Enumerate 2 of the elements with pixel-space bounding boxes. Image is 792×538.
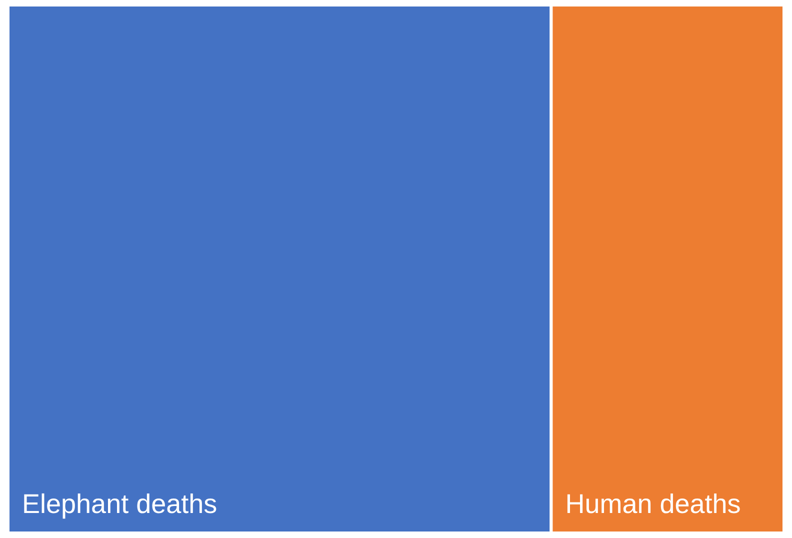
series-label: Human deaths (565, 489, 741, 519)
series-label: Elephant deaths (22, 489, 218, 519)
